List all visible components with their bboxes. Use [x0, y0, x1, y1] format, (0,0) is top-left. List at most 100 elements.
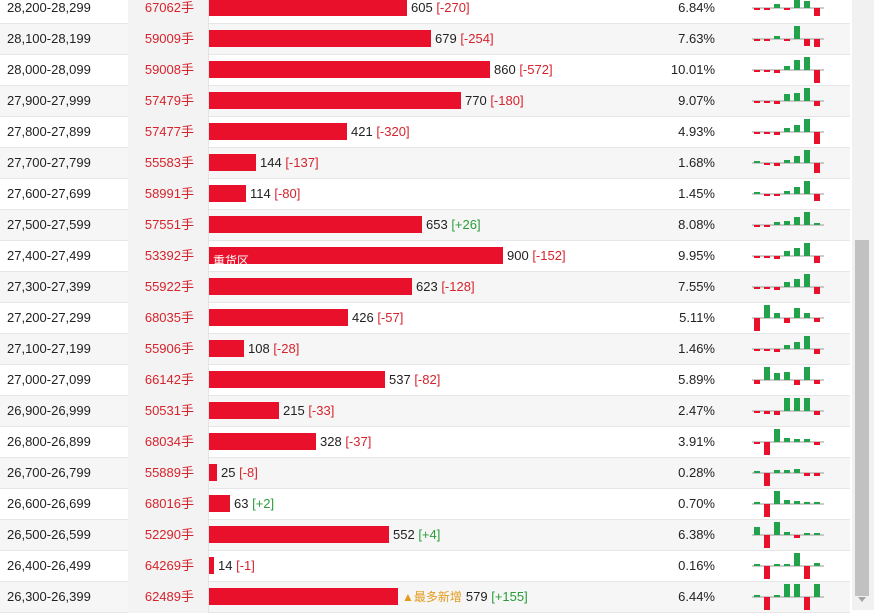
- price-range-label: 27,300-27,399: [7, 279, 91, 294]
- price-link[interactable]: 57477手: [144, 124, 194, 139]
- sparkline-bar: [784, 191, 790, 194]
- price-link[interactable]: 62489手: [144, 589, 194, 604]
- price-link[interactable]: 53392手: [144, 248, 194, 263]
- price-cell: 68035手: [128, 303, 209, 334]
- price-cell: 57477手: [128, 117, 209, 148]
- sparkline-bar: [794, 26, 800, 39]
- sparkline-chart: [752, 305, 824, 331]
- volume-bar: [209, 123, 347, 140]
- volume-value: 623 [-128]: [416, 272, 475, 302]
- sparkline-bar: [784, 251, 790, 256]
- sparkline-bar: [794, 398, 800, 411]
- volume-bar-cell: 421 [-320]: [209, 117, 659, 147]
- sparkline-bar: [784, 221, 790, 225]
- volume-value: 900 [-152]: [507, 241, 566, 271]
- sparkline-bar: [814, 349, 820, 354]
- sparkline-bar: [804, 398, 810, 411]
- volume-bar: [209, 588, 398, 605]
- volume-number: 108: [248, 341, 274, 356]
- sparkline-bar: [764, 349, 770, 351]
- volume-bar: [209, 433, 316, 450]
- sparkline-bar: [804, 566, 810, 579]
- sparkline-bar: [754, 318, 760, 331]
- price-link[interactable]: 67062手: [144, 0, 194, 15]
- price-cell: 50531手: [128, 396, 209, 427]
- price-link[interactable]: 68035手: [144, 310, 194, 325]
- volume-change: [-254]: [460, 31, 494, 46]
- volume-bar-cell: 328 [-37]: [209, 427, 659, 457]
- volume-change: [-152]: [532, 248, 566, 263]
- volume-bar: [209, 309, 348, 326]
- volume-change: [-28]: [273, 341, 300, 356]
- price-range-label: 26,900-26,999: [7, 403, 91, 418]
- sparkline-bar: [754, 527, 760, 535]
- scrollbar-thumb[interactable]: [855, 240, 869, 596]
- volume-bar: [209, 278, 412, 295]
- sparkline-bar: [774, 313, 780, 318]
- volume-number: 25: [221, 465, 240, 480]
- volume-change: [-57]: [377, 310, 404, 325]
- table-row: 28,100-28,199 59009手 679 [-254] 7.63%: [0, 24, 850, 55]
- percent-value: 10.01%: [670, 62, 715, 77]
- price-cell: 57551手: [128, 210, 209, 241]
- price-cell: 66142手: [128, 365, 209, 396]
- volume-bar: [209, 464, 217, 481]
- price-cell: 58991手: [128, 179, 209, 210]
- scroll-down-arrow-icon[interactable]: [858, 597, 866, 602]
- table-row: 27,500-27,599 57551手 653 [+26] 8.08%: [0, 210, 850, 241]
- price-link[interactable]: 58991手: [144, 186, 194, 201]
- price-cell: 55922手: [128, 272, 209, 303]
- sparkline-chart: [752, 0, 824, 16]
- sparkline-bar: [764, 504, 770, 517]
- price-link[interactable]: 68016手: [144, 496, 194, 511]
- price-range-label: 27,000-27,099: [7, 372, 91, 387]
- volume-number: 552: [393, 527, 419, 542]
- volume-bar: [209, 154, 256, 171]
- price-link[interactable]: 52290手: [144, 527, 194, 542]
- volume-number: 114: [250, 186, 275, 201]
- price-link[interactable]: 57479手: [144, 93, 194, 108]
- sparkline-bar: [794, 439, 800, 442]
- sparkline-bar: [794, 553, 800, 566]
- sparkline-bar: [754, 595, 760, 597]
- price-link[interactable]: 55922手: [144, 279, 194, 294]
- percent-value: 9.95%: [678, 248, 715, 263]
- table-row: 27,400-27,499 53392手 重货区 900 [-152] 9.95…: [0, 241, 850, 272]
- price-cell: 68034手: [128, 427, 209, 458]
- price-link[interactable]: 59008手: [144, 62, 194, 77]
- sparkline-bar: [764, 256, 770, 258]
- sparkline-bar: [784, 372, 790, 380]
- sparkline-bar: [764, 305, 770, 318]
- price-range-label: 26,300-26,399: [7, 589, 91, 604]
- sparkline-bar: [794, 279, 800, 287]
- volume-bar: [209, 30, 431, 47]
- sparkline-bar: [754, 564, 760, 566]
- volume-change: [-137]: [285, 155, 319, 170]
- percent-value: 8.08%: [678, 217, 715, 232]
- price-link[interactable]: 64269手: [144, 558, 194, 573]
- sparkline-bar: [774, 522, 780, 535]
- price-link[interactable]: 55906手: [144, 341, 194, 356]
- volume-change: [-128]: [441, 279, 475, 294]
- price-range-label: 28,200-28,299: [7, 0, 91, 15]
- sparkline-bar: [804, 533, 810, 535]
- price-range-label: 27,900-27,999: [7, 93, 91, 108]
- volume-change: [-33]: [308, 403, 335, 418]
- volume-value: 25 [-8]: [221, 458, 258, 488]
- price-link[interactable]: 50531手: [144, 403, 194, 418]
- price-link[interactable]: 55583手: [144, 155, 194, 170]
- price-link[interactable]: 57551手: [144, 217, 194, 232]
- sparkline-bar: [764, 442, 770, 455]
- sparkline-bar: [754, 502, 760, 504]
- sparkline-bar: [814, 287, 820, 294]
- price-link[interactable]: 66142手: [144, 372, 194, 387]
- volume-bar-cell: 552 [+4]: [209, 520, 659, 550]
- percent-value: 7.63%: [678, 31, 715, 46]
- sparkline-bar: [794, 342, 800, 349]
- price-link[interactable]: 59009手: [144, 31, 194, 46]
- price-link[interactable]: 68034手: [144, 434, 194, 449]
- price-link[interactable]: 55889手: [144, 465, 194, 480]
- vertical-scrollbar[interactable]: [852, 0, 874, 610]
- sparkline-bar: [774, 595, 780, 597]
- sparkline-bar: [814, 584, 820, 597]
